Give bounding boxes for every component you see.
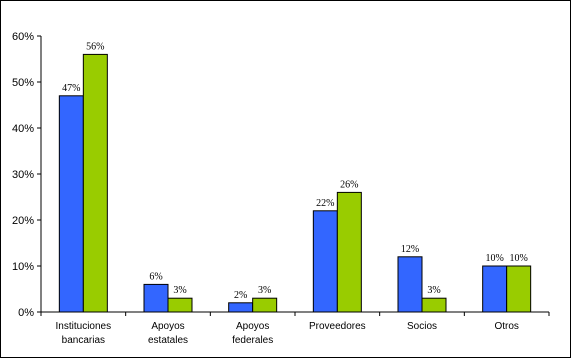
category-label: Instituciones: [56, 321, 112, 332]
category-label: Proveedores: [309, 321, 366, 332]
category-label: estatales: [148, 335, 188, 346]
bar: [336, 191, 362, 313]
data-label: 3%: [427, 285, 440, 296]
y-tick-label: 50%: [12, 77, 34, 89]
bar: [82, 53, 108, 313]
bar: [58, 95, 84, 313]
data-label: 3%: [258, 285, 271, 296]
y-tick-label: 60%: [12, 31, 34, 43]
category-label: federales: [232, 335, 273, 346]
y-tick-label: 30%: [12, 169, 34, 181]
data-label: 10%: [485, 253, 503, 264]
bar: [143, 283, 169, 313]
bar: [228, 302, 254, 313]
data-label: 2%: [234, 290, 247, 301]
y-tick-label: 40%: [12, 123, 34, 135]
y-tick-label: 0%: [18, 307, 34, 319]
y-tick-label: 10%: [12, 261, 34, 273]
axes: [37, 35, 550, 316]
bar: [397, 256, 423, 313]
data-label: 47%: [62, 83, 80, 94]
bar: [506, 265, 532, 313]
bar: [252, 297, 278, 313]
data-label: 56%: [86, 41, 104, 52]
category-label: Socios: [407, 321, 437, 332]
bar: [167, 297, 193, 313]
data-label: 10%: [509, 253, 527, 264]
y-tick-labels: 0% 10% 20% 30% 40% 50% 60%: [12, 31, 34, 319]
bar: [312, 210, 338, 313]
data-label: 26%: [340, 179, 358, 190]
bars: [58, 53, 532, 313]
data-label: 12%: [401, 244, 419, 255]
data-label: 3%: [173, 285, 186, 296]
category-label: Otros: [494, 321, 518, 332]
category-label: bancarias: [62, 335, 105, 346]
y-tick-label: 20%: [12, 215, 34, 227]
data-labels: 47% 56% 6% 3% 2% 3% 22% 26% 12% 3% 10% 10%: [62, 41, 528, 300]
category-labels: Instituciones bancarias Apoyos estatales Apo…: [56, 321, 519, 346]
bar: [482, 265, 508, 313]
category-label: Apoyos: [236, 321, 269, 332]
data-label: 22%: [316, 198, 334, 209]
bar: [421, 297, 447, 313]
category-label: Apoyos: [151, 321, 184, 332]
data-label: 6%: [149, 271, 162, 282]
